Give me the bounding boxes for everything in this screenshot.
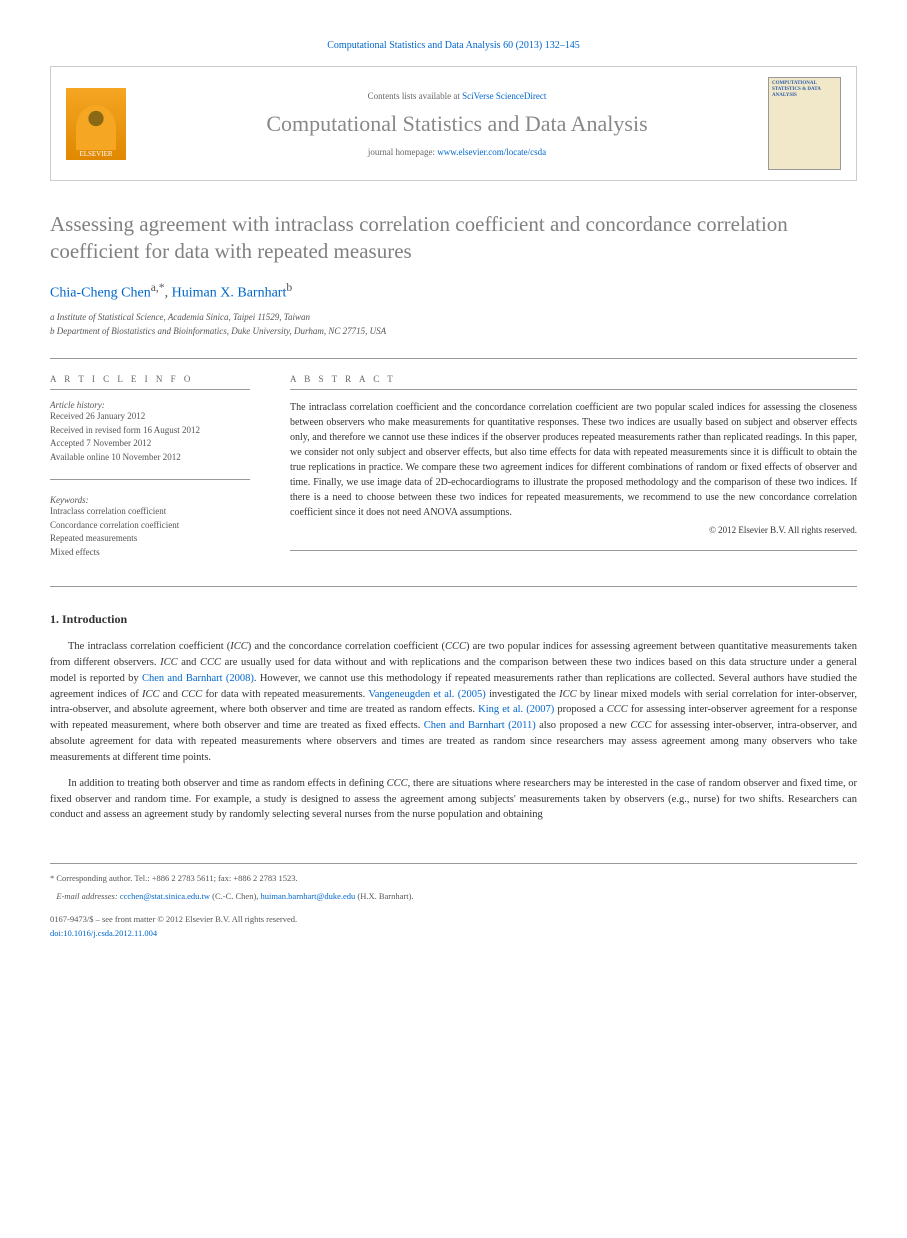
intro-para-2: In addition to treating both observer an… — [50, 776, 857, 823]
icc-4: ICC — [559, 689, 577, 700]
email-2-name: (H.X. Barnhart). — [355, 891, 413, 901]
journal-banner: ELSEVIER Contents lists available at Sci… — [50, 66, 857, 181]
p1i: investigated the — [486, 689, 559, 700]
p1b: ) and the concordance correlation coeffi… — [248, 641, 445, 652]
keyword-3: Repeated measurements — [50, 532, 250, 546]
authors-line: Chia-Cheng Chena,*, Huiman X. Barnhartb — [50, 281, 857, 302]
keyword-4: Mixed effects — [50, 546, 250, 560]
p1d: and — [178, 657, 200, 668]
divider-mid — [50, 586, 857, 587]
issn-line: 0167-9473/$ – see front matter © 2012 El… — [50, 913, 857, 927]
journal-cover-thumbnail: COMPUTATIONAL STATISTICS & DATA ANALYSIS — [768, 77, 841, 170]
elsevier-text: ELSEVIER — [79, 150, 112, 158]
p1a: The intraclass correlation coefficient ( — [68, 641, 230, 652]
homepage-line: journal homepage: www.elsevier.com/locat… — [146, 147, 768, 157]
author-1-link[interactable]: Chia-Cheng Chen — [50, 285, 151, 300]
p1g: and — [160, 689, 182, 700]
email-label: E-mail addresses: — [56, 891, 119, 901]
contents-line: Contents lists available at SciVerse Sci… — [146, 91, 768, 101]
ccc-2: CCC — [200, 657, 221, 668]
article-title: Assessing agreement with intraclass corr… — [50, 211, 857, 266]
banner-center: Contents lists available at SciVerse Sci… — [146, 91, 768, 157]
keyword-1: Intraclass correlation coefficient — [50, 505, 250, 519]
ccc-1: CCC — [445, 641, 466, 652]
abstract-column: A B S T R A C T The intraclass correlati… — [290, 374, 857, 566]
affiliation-a: a Institute of Statistical Science, Acad… — [50, 311, 857, 325]
keyword-2: Concordance correlation coefficient — [50, 519, 250, 533]
icc-1: ICC — [230, 641, 248, 652]
intro-para-1: The intraclass correlation coefficient (… — [50, 639, 857, 765]
ccc-6: CCC — [387, 778, 408, 789]
revised-date: Received in revised form 16 August 2012 — [50, 424, 250, 438]
email-2-link[interactable]: huiman.barnhart@duke.edu — [261, 891, 356, 901]
doi-line: doi:10.1016/j.csda.2012.11.004 — [50, 927, 857, 941]
online-date: Available online 10 November 2012 — [50, 451, 250, 465]
info-abstract-row: A R T I C L E I N F O Article history: R… — [50, 374, 857, 566]
received-date: Received 26 January 2012 — [50, 410, 250, 424]
ref-vangeneugden-2005[interactable]: Vangeneugden et al. (2005) — [368, 689, 485, 700]
p1m: also proposed a new — [536, 720, 631, 731]
sciencedirect-link[interactable]: SciVerse ScienceDirect — [462, 91, 546, 101]
ref-king-2007[interactable]: King et al. (2007) — [478, 704, 554, 715]
icc-3: ICC — [142, 689, 160, 700]
homepage-prefix: journal homepage: — [368, 147, 437, 157]
elsevier-logo: ELSEVIER — [66, 88, 126, 160]
ref-chen-2008[interactable]: Chen and Barnhart (2008) — [142, 673, 254, 684]
page-footer: * Corresponding author. Tel.: +886 2 278… — [50, 863, 857, 940]
article-info-heading: A R T I C L E I N F O — [50, 374, 250, 390]
abstract-copyright: © 2012 Elsevier B.V. All rights reserved… — [290, 525, 857, 535]
abstract-text: The intraclass correlation coefficient a… — [290, 400, 857, 520]
journal-citation-header: Computational Statistics and Data Analys… — [50, 40, 857, 51]
journal-name: Computational Statistics and Data Analys… — [146, 111, 768, 137]
author-1-sup: a,* — [151, 281, 165, 294]
divider-top — [50, 358, 857, 359]
abstract-heading: A B S T R A C T — [290, 374, 857, 390]
doi-label[interactable]: doi: — [50, 928, 63, 938]
ccc-3: CCC — [181, 689, 202, 700]
p1h: for data with repeated measurements. — [202, 689, 368, 700]
ccc-5: CCC — [630, 720, 651, 731]
affiliations: a Institute of Statistical Science, Acad… — [50, 311, 857, 338]
info-divider — [50, 479, 250, 480]
affiliation-b: b Department of Biostatistics and Bioinf… — [50, 325, 857, 339]
contents-prefix: Contents lists available at — [368, 91, 462, 101]
abstract-divider — [290, 550, 857, 551]
p1k: proposed a — [554, 704, 607, 715]
ref-chen-2011[interactable]: Chen and Barnhart (2011) — [424, 720, 536, 731]
email-1-name: (C.-C. Chen), — [210, 891, 261, 901]
article-info-column: A R T I C L E I N F O Article history: R… — [50, 374, 250, 566]
history-label: Article history: — [50, 400, 250, 410]
p2a: In addition to treating both observer an… — [68, 778, 387, 789]
ccc-4: CCC — [607, 704, 628, 715]
citation-link[interactable]: Computational Statistics and Data Analys… — [327, 40, 579, 51]
author-2-sup: b — [286, 281, 292, 294]
author-2-link[interactable]: Huiman X. Barnhart — [172, 285, 287, 300]
section-1-heading: 1. Introduction — [50, 612, 857, 627]
icc-2: ICC — [160, 657, 178, 668]
cover-text: COMPUTATIONAL STATISTICS & DATA ANALYSIS — [772, 81, 821, 98]
corresponding-note: * Corresponding author. Tel.: +886 2 278… — [50, 872, 857, 886]
email-line: E-mail addresses: ccchen@stat.sinica.edu… — [50, 890, 857, 904]
email-1-link[interactable]: ccchen@stat.sinica.edu.tw — [120, 891, 210, 901]
accepted-date: Accepted 7 November 2012 — [50, 437, 250, 451]
doi-link[interactable]: 10.1016/j.csda.2012.11.004 — [63, 928, 157, 938]
keywords-label: Keywords: — [50, 495, 250, 505]
elsevier-tree-icon — [76, 105, 116, 150]
homepage-link[interactable]: www.elsevier.com/locate/csda — [437, 147, 546, 157]
